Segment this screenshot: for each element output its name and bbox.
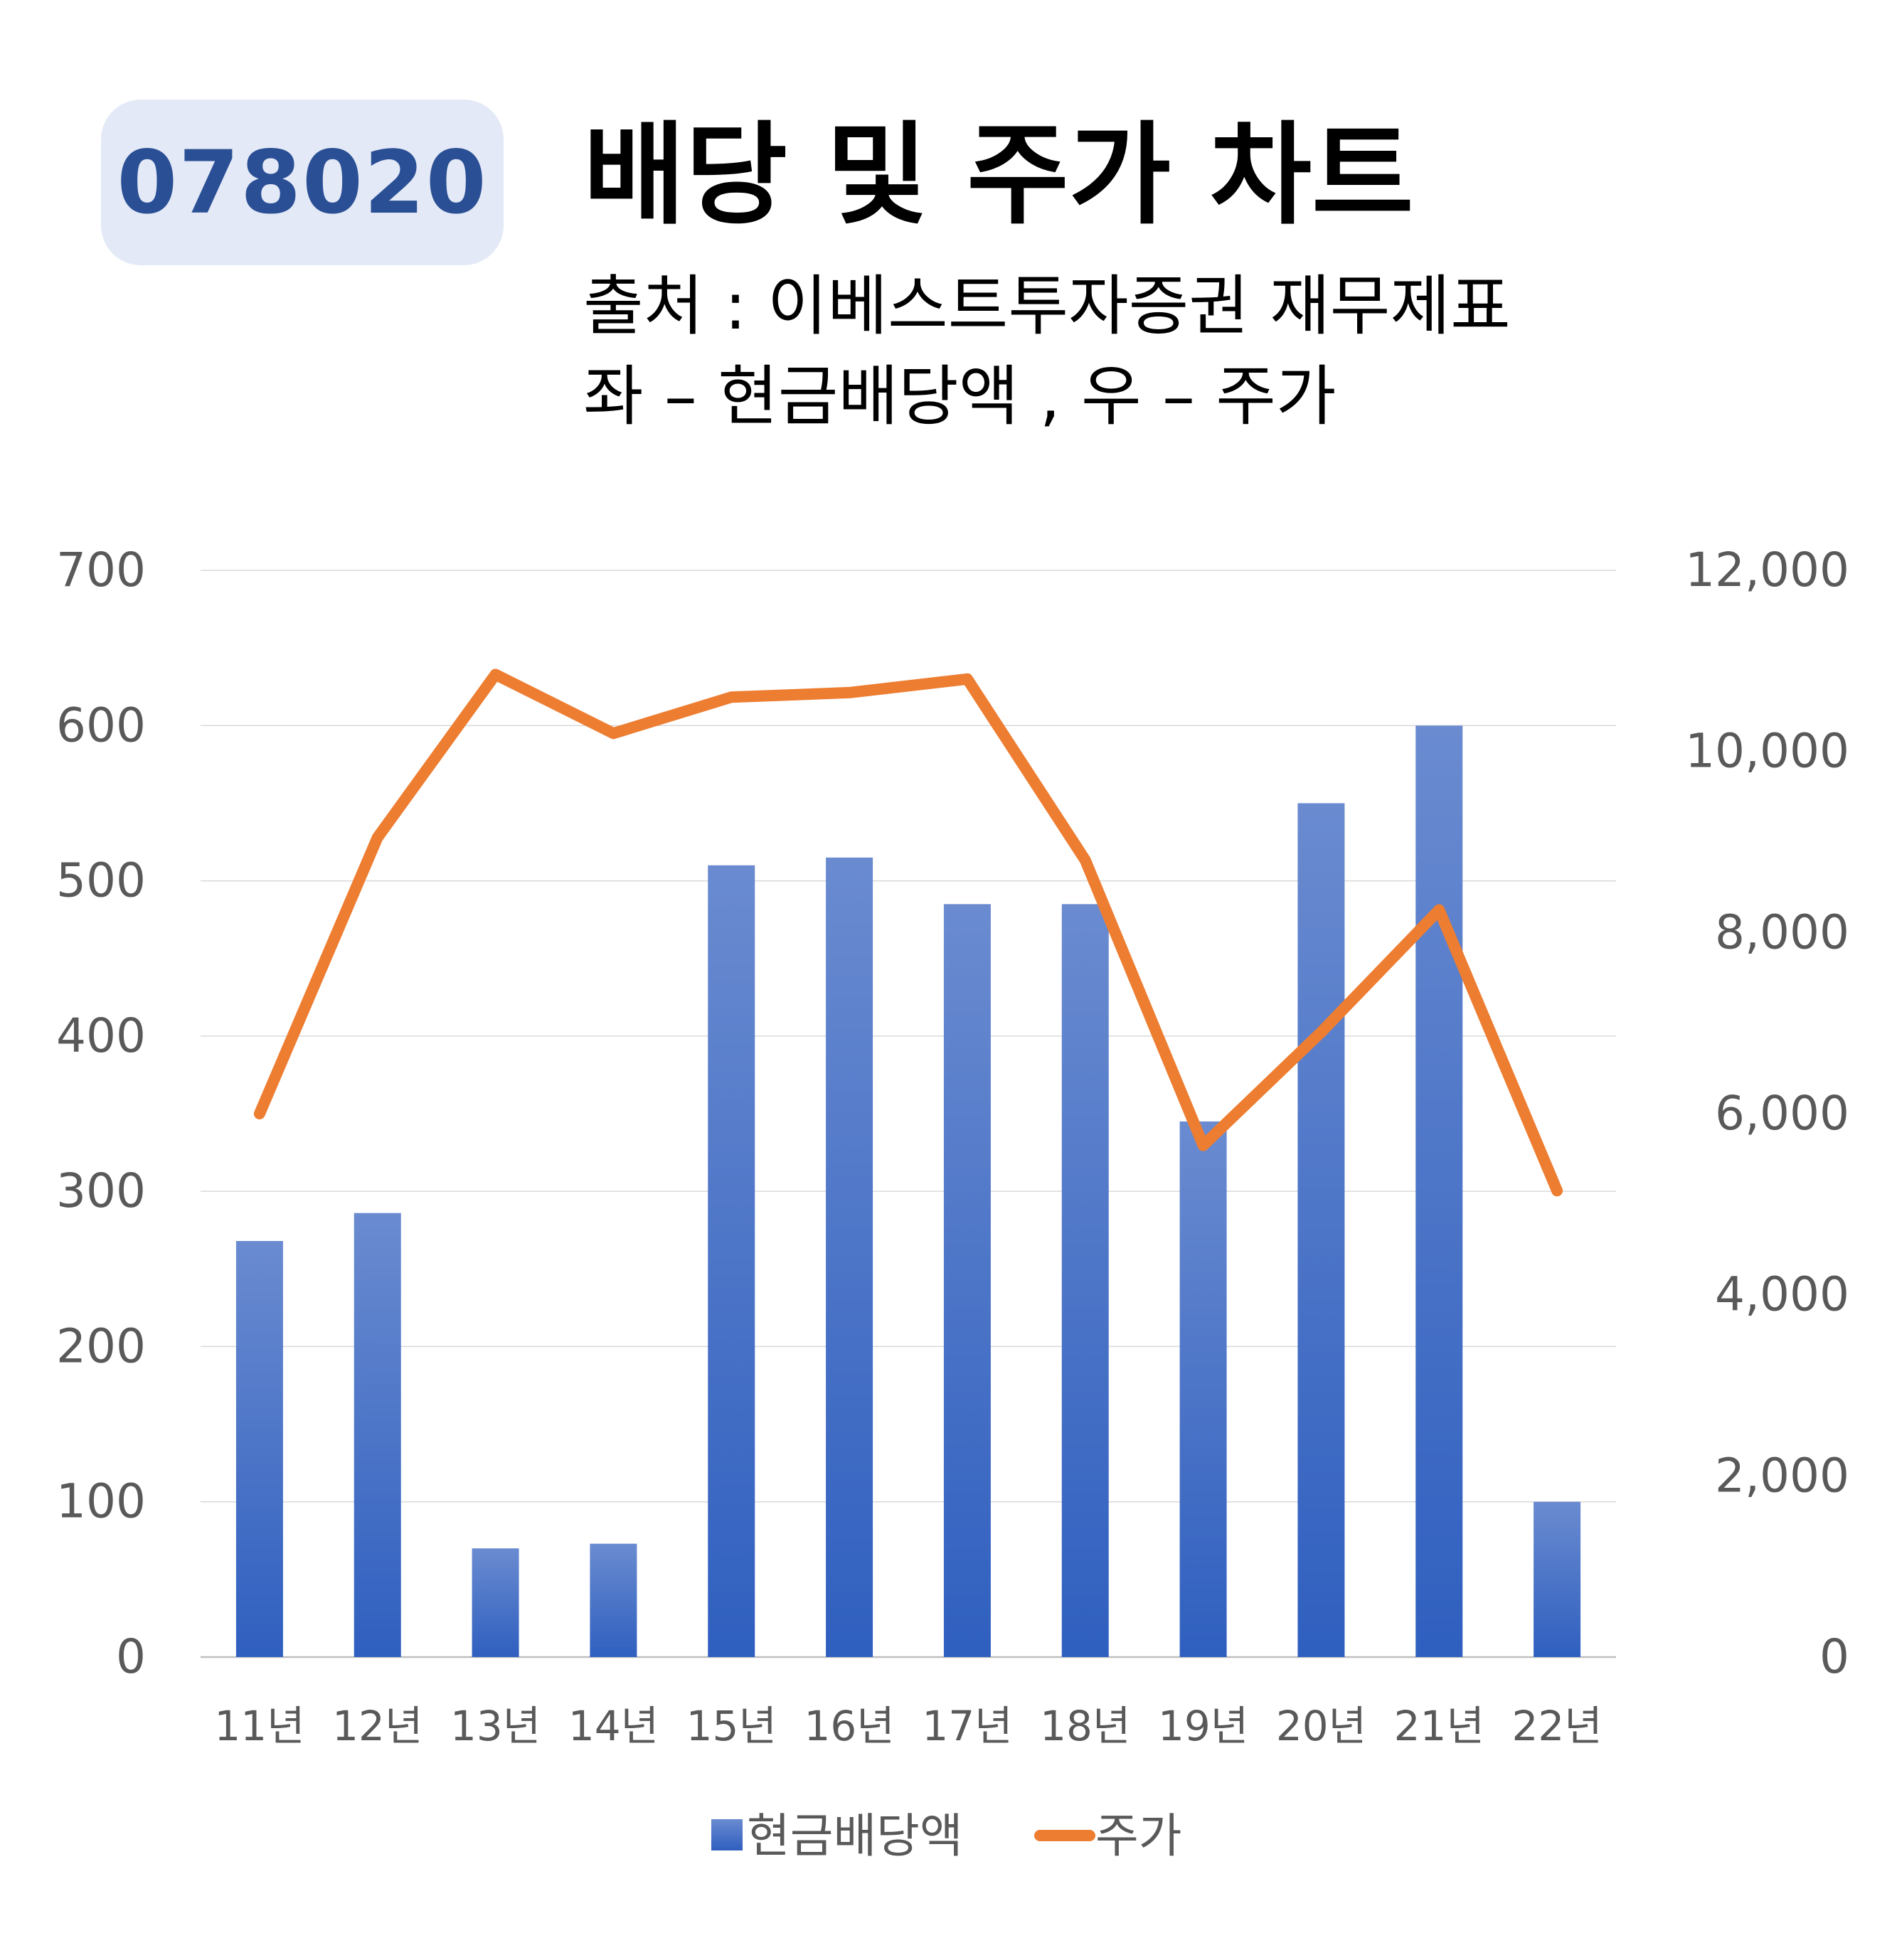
legend-bar-swatch — [711, 1819, 743, 1850]
left-tick-label: 100 — [56, 1474, 146, 1529]
right-tick-label: 4,000 — [1715, 1267, 1849, 1322]
bar — [590, 1543, 637, 1657]
subtitle-axes: 좌 – 현금배당액 , 우 – 주가 — [583, 358, 1337, 435]
subtitle-source: 출처 : 이베스트투자증권 재무제표 — [583, 268, 1511, 344]
price-point — [844, 687, 855, 698]
bar — [1297, 803, 1345, 1657]
bar — [708, 865, 755, 1657]
price-point — [490, 669, 501, 680]
bar — [943, 904, 991, 1657]
x-tick-label: 11년 — [214, 1702, 304, 1750]
x-tick-label: 13년 — [450, 1702, 541, 1750]
x-tick-label: 19년 — [1158, 1702, 1248, 1750]
price-line — [253, 669, 1563, 1197]
price-point — [254, 1109, 265, 1119]
x-tick-label: 21년 — [1394, 1702, 1484, 1750]
x-tick-label: 18년 — [1040, 1702, 1130, 1750]
price-point — [1434, 905, 1445, 915]
right-tick-label: 10,000 — [1685, 724, 1849, 779]
left-tick-label: 200 — [56, 1319, 146, 1373]
legend: 현금배당액 주가 — [711, 1809, 1181, 1863]
bar — [472, 1548, 519, 1657]
right-axis: 0 2,000 4,000 6,000 8,000 10,000 12,000 — [1685, 543, 1849, 1684]
bar — [1534, 1501, 1581, 1657]
legend-label-dividend: 현금배당액 — [747, 1809, 963, 1863]
right-tick-label: 8,000 — [1715, 905, 1849, 959]
price-point — [608, 728, 619, 739]
left-tick-label: 300 — [56, 1163, 146, 1218]
x-tick-label: 20년 — [1276, 1702, 1366, 1750]
line-series — [253, 669, 1563, 1197]
left-tick-label: 400 — [56, 1008, 146, 1063]
price-point — [726, 692, 737, 703]
price-point — [1080, 855, 1090, 866]
right-tick-label: 6,000 — [1715, 1086, 1849, 1141]
bar — [354, 1213, 401, 1657]
price-point — [1198, 1140, 1208, 1151]
bar — [826, 857, 873, 1657]
left-tick-label: 0 — [116, 1629, 146, 1684]
bar — [1415, 725, 1463, 1658]
x-axis: 11년 12년 13년 14년 15년 16년 17년 18년 19년 20년 21년 22년 — [214, 1702, 1602, 1750]
price-point — [372, 832, 383, 843]
x-tick-label: 14년 — [568, 1702, 659, 1750]
x-tick-label: 17년 — [922, 1702, 1012, 1750]
x-tick-label: 15년 — [686, 1702, 777, 1750]
stock-code-badge: 078020 — [101, 100, 504, 265]
x-tick-label: 16년 — [804, 1702, 894, 1750]
x-tick-label: 22년 — [1511, 1702, 1602, 1750]
right-tick-label: 2,000 — [1715, 1448, 1849, 1503]
bar-series — [235, 725, 1581, 1658]
price-point — [1552, 1186, 1563, 1196]
right-tick-label: 12,000 — [1685, 543, 1849, 597]
bar — [1179, 1121, 1227, 1657]
bar — [1061, 904, 1109, 1657]
price-point — [962, 673, 972, 684]
legend-label-price: 주가 — [1095, 1809, 1181, 1863]
price-point — [1316, 1027, 1327, 1038]
left-tick-label: 600 — [56, 698, 146, 752]
bar — [235, 1240, 283, 1657]
left-axis: 0 100 200 300 400 500 600 700 — [56, 543, 146, 1684]
grid-lines — [201, 570, 1616, 1658]
left-tick-label: 500 — [56, 853, 146, 908]
left-tick-label: 700 — [56, 543, 146, 597]
page-title: 배당 및 주가 차트 — [583, 110, 1414, 240]
x-tick-label: 12년 — [332, 1702, 423, 1750]
right-tick-label: 0 — [1819, 1629, 1849, 1684]
